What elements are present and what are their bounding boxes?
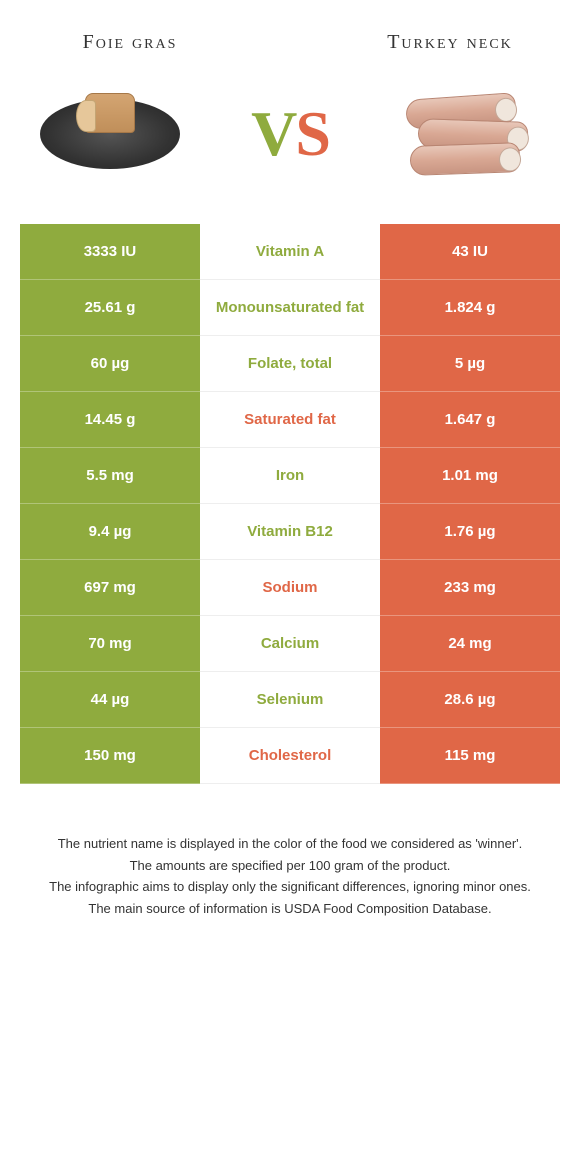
left-value: 5.5 mg bbox=[20, 448, 200, 504]
nutrient-label: Folate, total bbox=[200, 336, 380, 392]
left-value: 44 µg bbox=[20, 672, 200, 728]
nutrient-label: Iron bbox=[200, 448, 380, 504]
footnote-line: The infographic aims to display only the… bbox=[30, 877, 550, 897]
table-row: 25.61 gMonounsaturated fat1.824 g bbox=[20, 280, 560, 336]
right-value: 1.76 µg bbox=[380, 504, 560, 560]
nutrient-label: Selenium bbox=[200, 672, 380, 728]
turkey-neck-illustration bbox=[400, 84, 540, 184]
left-value: 70 mg bbox=[20, 616, 200, 672]
left-value: 25.61 g bbox=[20, 280, 200, 336]
right-value: 5 µg bbox=[380, 336, 560, 392]
table-row: 697 mgSodium233 mg bbox=[20, 560, 560, 616]
left-value: 60 µg bbox=[20, 336, 200, 392]
left-value: 9.4 µg bbox=[20, 504, 200, 560]
nutrient-label: Vitamin B12 bbox=[200, 504, 380, 560]
left-value: 697 mg bbox=[20, 560, 200, 616]
images-row: VS bbox=[0, 64, 580, 224]
footnote-line: The amounts are specified per 100 gram o… bbox=[30, 856, 550, 876]
nutrient-label: Saturated fat bbox=[200, 392, 380, 448]
table-row: 5.5 mgIron1.01 mg bbox=[20, 448, 560, 504]
right-value: 1.01 mg bbox=[380, 448, 560, 504]
table-row: 9.4 µgVitamin B121.76 µg bbox=[20, 504, 560, 560]
vs-s: S bbox=[295, 98, 329, 169]
comparison-table: 3333 IUVitamin A43 IU25.61 gMonounsatura… bbox=[20, 224, 560, 784]
table-row: 70 mgCalcium24 mg bbox=[20, 616, 560, 672]
footnotes: The nutrient name is displayed in the co… bbox=[0, 784, 580, 940]
right-value: 24 mg bbox=[380, 616, 560, 672]
foie-gras-illustration bbox=[40, 99, 180, 169]
vs-v: V bbox=[251, 98, 295, 169]
nutrient-label: Sodium bbox=[200, 560, 380, 616]
nutrient-label: Vitamin A bbox=[200, 224, 380, 280]
table-row: 44 µgSelenium28.6 µg bbox=[20, 672, 560, 728]
left-value: 3333 IU bbox=[20, 224, 200, 280]
nutrient-label: Calcium bbox=[200, 616, 380, 672]
left-value: 14.45 g bbox=[20, 392, 200, 448]
right-value: 1.824 g bbox=[380, 280, 560, 336]
nutrient-label: Monounsaturated fat bbox=[200, 280, 380, 336]
right-value: 28.6 µg bbox=[380, 672, 560, 728]
right-value: 1.647 g bbox=[380, 392, 560, 448]
right-value: 233 mg bbox=[380, 560, 560, 616]
vs-label: VS bbox=[251, 97, 329, 171]
header: Foie gras Turkey neck bbox=[0, 0, 580, 64]
table-row: 60 µgFolate, total5 µg bbox=[20, 336, 560, 392]
right-food-image bbox=[390, 74, 550, 194]
right-value: 115 mg bbox=[380, 728, 560, 784]
left-food-label: Foie gras bbox=[30, 31, 230, 54]
table-row: 14.45 gSaturated fat1.647 g bbox=[20, 392, 560, 448]
footnote-line: The nutrient name is displayed in the co… bbox=[30, 834, 550, 854]
table-row: 150 mgCholesterol115 mg bbox=[20, 728, 560, 784]
left-value: 150 mg bbox=[20, 728, 200, 784]
right-value: 43 IU bbox=[380, 224, 560, 280]
left-food-image bbox=[30, 74, 190, 194]
footnote-line: The main source of information is USDA F… bbox=[30, 899, 550, 919]
table-row: 3333 IUVitamin A43 IU bbox=[20, 224, 560, 280]
right-food-label: Turkey neck bbox=[350, 30, 550, 54]
nutrient-label: Cholesterol bbox=[200, 728, 380, 784]
